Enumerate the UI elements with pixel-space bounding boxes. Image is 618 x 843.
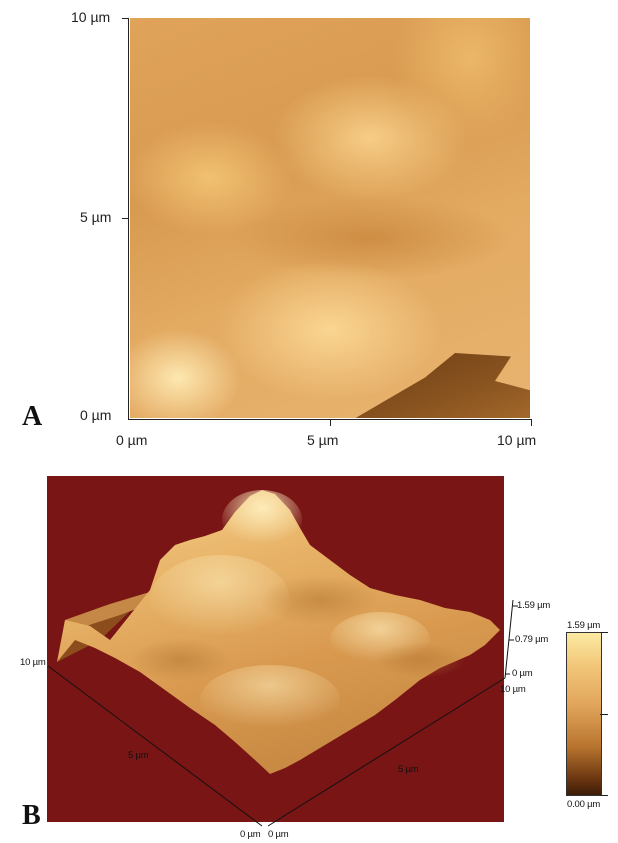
panel-a-y-axis xyxy=(128,18,129,420)
left-axis-label-0: 0 µm xyxy=(240,829,261,840)
z-tick-label-min: 0 µm xyxy=(512,668,533,679)
panel-a-letter: A xyxy=(22,401,43,432)
surface-front-bumps xyxy=(200,665,340,735)
panel-a-xtick-label-5: 5 µm xyxy=(307,432,339,448)
surface-body xyxy=(57,490,500,774)
panel-a-ytick-label-10: 10 µm xyxy=(71,9,111,25)
panel-a-xtick-mid xyxy=(330,420,331,426)
colorbar xyxy=(566,632,602,796)
axis-right-front xyxy=(267,677,506,827)
right-axis-label-10: 10 µm xyxy=(500,684,526,695)
surface-shadow-1 xyxy=(260,575,380,625)
colorbar-max-label: 1.59 µm xyxy=(567,620,601,631)
panel-a-xtick-right xyxy=(531,420,532,426)
right-axis-label-0: 0 µm xyxy=(268,829,289,840)
surface-left-flap-edge xyxy=(65,592,160,628)
panel-a-xtick-label-0: 0 µm xyxy=(116,432,148,448)
axis-left-front xyxy=(47,665,263,827)
z-tick-label-max: 1.59 µm xyxy=(517,600,551,611)
panel-a-xtick-label-10: 10 µm xyxy=(497,432,537,448)
colorbar-tick-bottom xyxy=(600,795,608,796)
left-axis-label-10: 10 µm xyxy=(20,657,46,668)
colorbar-min-label: 0.00 µm xyxy=(567,799,601,810)
surface-ridge-highlight xyxy=(150,555,290,645)
panel-a-ytick-label-5: 5 µm xyxy=(80,209,112,225)
colorbar-tick-top xyxy=(600,632,608,633)
axis-z xyxy=(504,599,514,679)
panel-b-letter: B xyxy=(22,800,41,831)
right-axis-label-5: 5 µm xyxy=(398,764,419,775)
surface-shadow-2 xyxy=(130,638,230,682)
left-axis-label-5: 5 µm xyxy=(128,750,149,761)
surface-shadow-3 xyxy=(375,642,465,678)
panel-a-ytick-top xyxy=(122,18,128,19)
z-tick-label-mid: 0.79 µm xyxy=(515,634,549,645)
afm-2d-height-image xyxy=(130,18,530,418)
panel-a-ytick-mid xyxy=(122,218,128,219)
colorbar-tick-mid xyxy=(600,714,608,715)
surface-peak-highlight xyxy=(222,490,302,550)
panel-a-ytick-label-0: 0 µm xyxy=(80,407,112,423)
panel-a-x-axis xyxy=(128,419,532,420)
